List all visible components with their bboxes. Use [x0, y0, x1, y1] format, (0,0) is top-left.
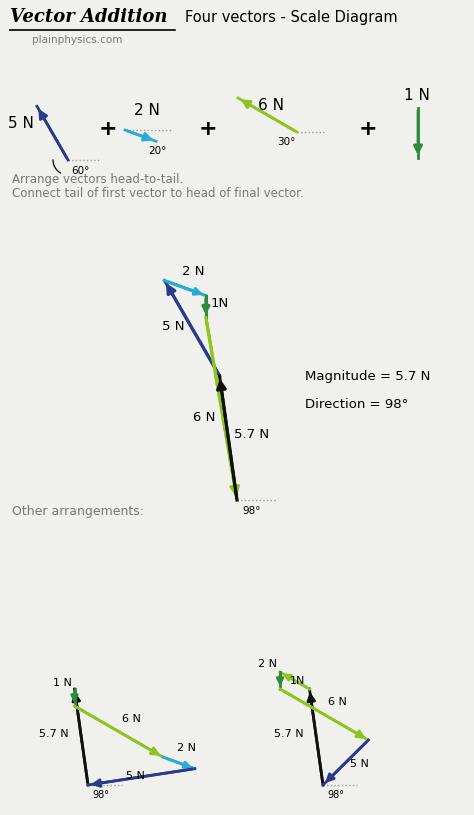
Text: 1N: 1N: [290, 676, 305, 686]
Text: +: +: [359, 119, 377, 139]
Text: 98°: 98°: [242, 506, 261, 516]
Text: Direction = 98°: Direction = 98°: [305, 398, 408, 411]
Text: 6 N: 6 N: [258, 98, 284, 113]
Text: 20°: 20°: [148, 146, 166, 156]
Text: 5.7 N: 5.7 N: [274, 729, 304, 739]
Text: 98°: 98°: [327, 790, 344, 800]
Text: 6 N: 6 N: [193, 411, 216, 424]
Text: 5 N: 5 N: [350, 759, 369, 769]
Text: 2 N: 2 N: [134, 103, 160, 118]
Text: 2 N: 2 N: [182, 265, 205, 278]
Text: +: +: [99, 119, 117, 139]
Text: 5 N: 5 N: [127, 771, 145, 781]
Text: Four vectors - Scale Diagram: Four vectors - Scale Diagram: [185, 10, 398, 25]
Text: 6 N: 6 N: [328, 697, 347, 707]
Text: 2 N: 2 N: [258, 659, 277, 669]
Text: 30°: 30°: [277, 137, 295, 147]
Text: 1 N: 1 N: [53, 678, 72, 688]
Text: +: +: [199, 119, 217, 139]
Text: plainphysics.com: plainphysics.com: [32, 35, 122, 45]
Text: 5.7 N: 5.7 N: [234, 428, 269, 441]
Text: 1N: 1N: [211, 297, 229, 310]
Text: Other arrangements:: Other arrangements:: [12, 505, 144, 518]
Text: 60°: 60°: [71, 166, 90, 176]
Text: Vector Addition: Vector Addition: [10, 8, 167, 26]
Text: 1 N: 1 N: [404, 88, 430, 103]
Text: 5 N: 5 N: [8, 116, 34, 131]
Text: 5 N: 5 N: [162, 320, 184, 333]
Text: Magnitude = 5.7 N: Magnitude = 5.7 N: [305, 370, 430, 383]
Text: Arrange vectors head-to-tail.: Arrange vectors head-to-tail.: [12, 173, 183, 186]
Text: 6 N: 6 N: [122, 714, 141, 724]
Text: 98°: 98°: [92, 790, 109, 800]
Text: 2 N: 2 N: [177, 742, 196, 753]
Text: 5.7 N: 5.7 N: [39, 729, 69, 739]
Text: Connect tail of first vector to head of final vector.: Connect tail of first vector to head of …: [12, 187, 304, 200]
